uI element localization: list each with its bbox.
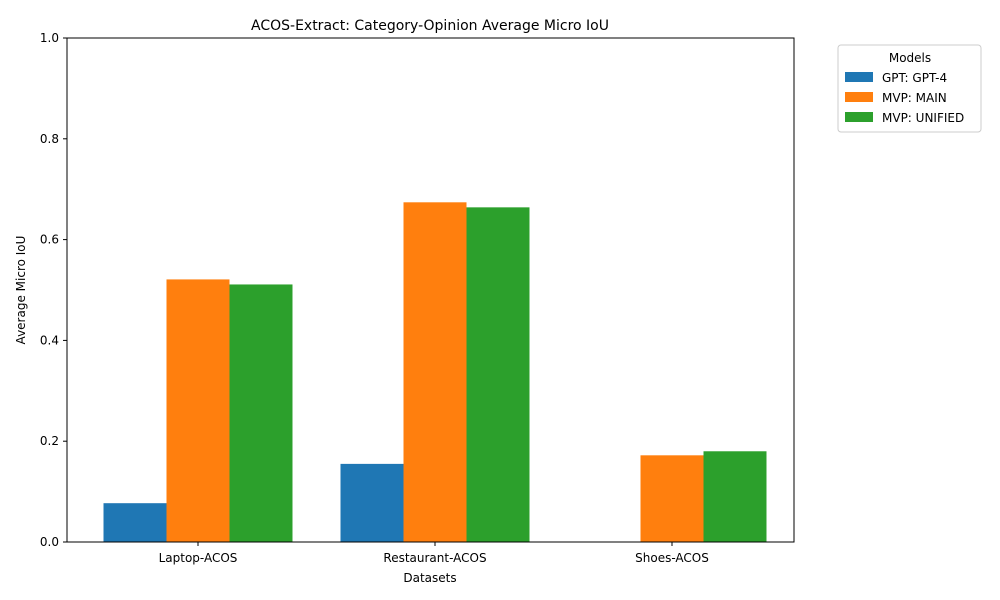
legend-label-mvp-main: MVP: MAIN xyxy=(882,91,947,105)
y-axis: 0.0 0.2 0.4 0.6 0.8 1.0 xyxy=(40,31,67,549)
y-tick-label: 1.0 xyxy=(40,31,59,45)
bar-mvp-main-shoes-acos xyxy=(640,455,704,542)
bar-mvp-main-laptop-acos xyxy=(166,279,230,542)
bar-gpt-gpt-4-restaurant-acos xyxy=(340,463,404,542)
legend-label-mvp-unified: MVP: UNIFIED xyxy=(882,111,964,125)
plot-area xyxy=(103,202,767,542)
legend-label-gpt-gpt-4: GPT: GPT-4 xyxy=(882,71,947,85)
legend-title: Models xyxy=(889,51,931,65)
y-tick-label: 0.6 xyxy=(40,233,59,247)
y-tick-label: 0.0 xyxy=(40,535,59,549)
x-axis-label: Datasets xyxy=(403,571,456,585)
x-tick-label: Shoes-ACOS xyxy=(635,551,709,565)
bar-mvp-main-restaurant-acos xyxy=(403,202,467,542)
bar-gpt-gpt-4-laptop-acos xyxy=(103,503,167,542)
bar-mvp-unified-shoes-acos xyxy=(703,451,767,542)
bar-mvp-unified-laptop-acos xyxy=(229,284,293,542)
y-axis-label: Average Micro IoU xyxy=(14,236,28,345)
x-tick-label: Restaurant-ACOS xyxy=(383,551,486,565)
legend: Models GPT: GPT-4 MVP: MAIN MVP: UNIFIED xyxy=(837,44,982,133)
legend-swatch-gpt-gpt-4 xyxy=(845,72,873,82)
bar-mvp-unified-restaurant-acos xyxy=(466,207,530,542)
y-tick-label: 0.2 xyxy=(40,434,59,448)
legend-box xyxy=(837,44,982,133)
y-tick-label: 0.4 xyxy=(40,333,59,347)
y-tick-label: 0.8 xyxy=(40,132,59,146)
x-axis: Laptop-ACOS Restaurant-ACOS Shoes-ACOS xyxy=(159,542,709,565)
x-tick-label: Laptop-ACOS xyxy=(159,551,238,565)
legend-swatch-mvp-main xyxy=(845,92,873,102)
chart-title: ACOS-Extract: Category-Opinion Average M… xyxy=(251,18,609,34)
legend-swatch-mvp-unified xyxy=(845,112,873,122)
plot-frame xyxy=(66,37,795,543)
